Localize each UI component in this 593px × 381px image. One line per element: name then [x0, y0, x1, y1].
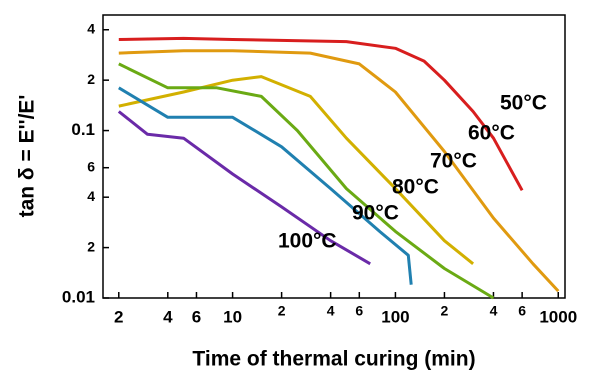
- y-tick-label: 6: [87, 158, 95, 174]
- y-tick-label: 0.01: [62, 287, 95, 306]
- x-tick-label: 2: [441, 303, 449, 319]
- data-line: [118, 62, 495, 300]
- plot-frame: [102, 14, 566, 299]
- y-tick-label: 2: [87, 71, 95, 87]
- series-label: 70°C: [430, 150, 477, 173]
- x-tick-label: 6: [355, 303, 363, 319]
- x-tick-label: 4: [490, 303, 498, 319]
- series-label: 50°C: [500, 92, 547, 115]
- series-label: 90°C: [352, 202, 399, 225]
- series-label: 60°C: [468, 122, 515, 145]
- series-label: 100°C: [278, 230, 337, 253]
- data-line: [117, 110, 371, 266]
- x-tick-label: 10: [223, 307, 242, 326]
- data-line: [118, 86, 413, 285]
- y-tick-label: 4: [87, 188, 95, 204]
- y-tick-label: 0.1: [71, 120, 95, 139]
- x-tick-label: 100: [381, 307, 409, 326]
- x-tick-label: 4: [327, 303, 335, 319]
- y-axis-label: tan δ = E''/E': [16, 95, 39, 218]
- data-line: [118, 49, 560, 293]
- x-tick-label: 2: [114, 307, 123, 326]
- x-tick-label: 6: [518, 303, 526, 319]
- y-tick-label: 4: [87, 20, 95, 36]
- x-axis-label: Time of thermal curing (min): [192, 348, 475, 371]
- x-tick-label: 4: [163, 307, 173, 326]
- x-tick-label: 2: [278, 303, 286, 319]
- x-tick-label: 6: [192, 307, 201, 326]
- data-line: [118, 36, 524, 192]
- y-tick-label: 2: [87, 238, 95, 254]
- series-label: 80°C: [392, 176, 439, 199]
- x-tick-label: 1000: [539, 307, 577, 326]
